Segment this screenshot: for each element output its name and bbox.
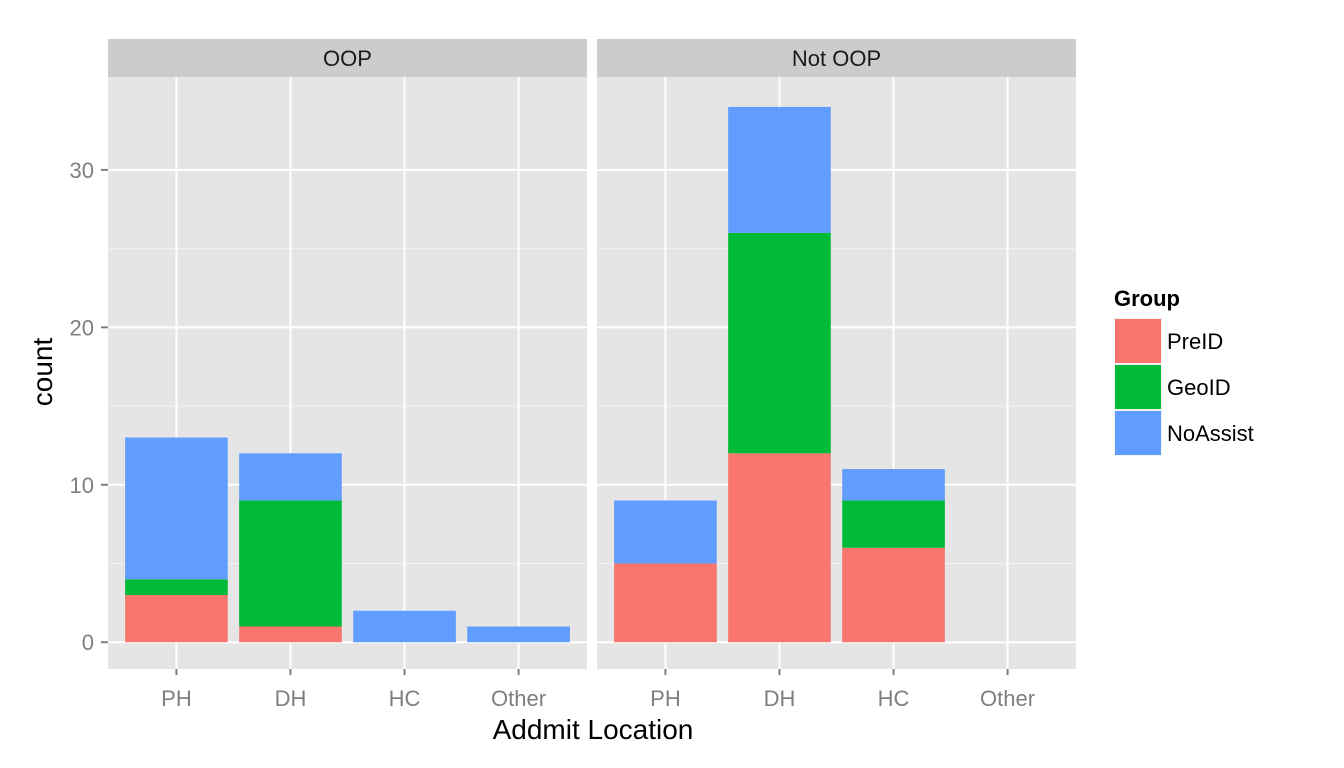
bar-oop-dh-preid	[239, 626, 342, 643]
panel-oop: OOP	[108, 39, 587, 669]
x-tick-label: HC	[878, 686, 910, 711]
legend-item-preid: PreID	[1114, 318, 1223, 364]
bar-oop-ph-geoid	[125, 579, 228, 595]
facet-strip	[108, 39, 587, 77]
y-axis-title: count	[27, 338, 58, 407]
bar-not-oop-hc-preid	[842, 547, 945, 643]
legend-swatch-geoid	[1115, 365, 1161, 409]
facet-panels: OOP Not OOP	[108, 39, 1076, 669]
bar-not-oop-dh-preid	[728, 453, 831, 643]
y-axis: 0 10 20 30	[70, 158, 108, 655]
x-tick-label: DH	[275, 686, 307, 711]
legend-swatch-preid	[1115, 319, 1161, 363]
bar-oop-other-noassist	[467, 626, 570, 643]
facet-strip	[597, 39, 1076, 77]
bar-not-oop-hc-geoid	[842, 500, 945, 548]
bar-oop-dh-geoid	[239, 500, 342, 627]
x-tick-label: PH	[650, 686, 681, 711]
bar-not-oop-dh-geoid	[728, 232, 831, 454]
y-tick-label: 0	[82, 630, 94, 655]
bar-not-oop-dh-noassist	[728, 106, 831, 233]
x-tick-label: PH	[161, 686, 192, 711]
x-tick-label: HC	[389, 686, 421, 711]
x-tick-label: Other	[491, 686, 546, 711]
legend-swatch-noassist	[1115, 411, 1161, 455]
bar-oop-ph-noassist	[125, 437, 228, 580]
y-tick-label: 10	[70, 473, 94, 498]
x-axis: PH DH HC Other PH DH HC Other	[161, 669, 1035, 711]
legend-title: Group	[1114, 286, 1180, 311]
panel-not-oop: Not OOP	[597, 39, 1076, 669]
legend-item-noassist: NoAssist	[1114, 410, 1254, 456]
legend: Group PreID GeoID NoAssist	[1114, 286, 1254, 456]
legend-item-geoid: GeoID	[1114, 364, 1231, 410]
x-tick-label: Other	[980, 686, 1035, 711]
legend-label-geoid: GeoID	[1167, 375, 1231, 400]
bar-not-oop-ph-preid	[614, 563, 717, 643]
facet-strip-label: Not OOP	[792, 46, 881, 71]
bar-oop-ph-preid	[125, 595, 228, 643]
facet-strip-label: OOP	[323, 46, 372, 71]
x-tick-label: DH	[764, 686, 796, 711]
bar-oop-hc-noassist	[353, 610, 456, 643]
y-tick-label: 30	[70, 158, 94, 183]
x-axis-title: Addmit Location	[493, 714, 694, 745]
legend-label-noassist: NoAssist	[1167, 421, 1254, 446]
bar-not-oop-hc-noassist	[842, 469, 945, 501]
bar-not-oop-ph-noassist	[614, 500, 717, 564]
bar-oop-dh-noassist	[239, 453, 342, 501]
y-tick-label: 20	[70, 315, 94, 340]
legend-label-preid: PreID	[1167, 329, 1223, 354]
